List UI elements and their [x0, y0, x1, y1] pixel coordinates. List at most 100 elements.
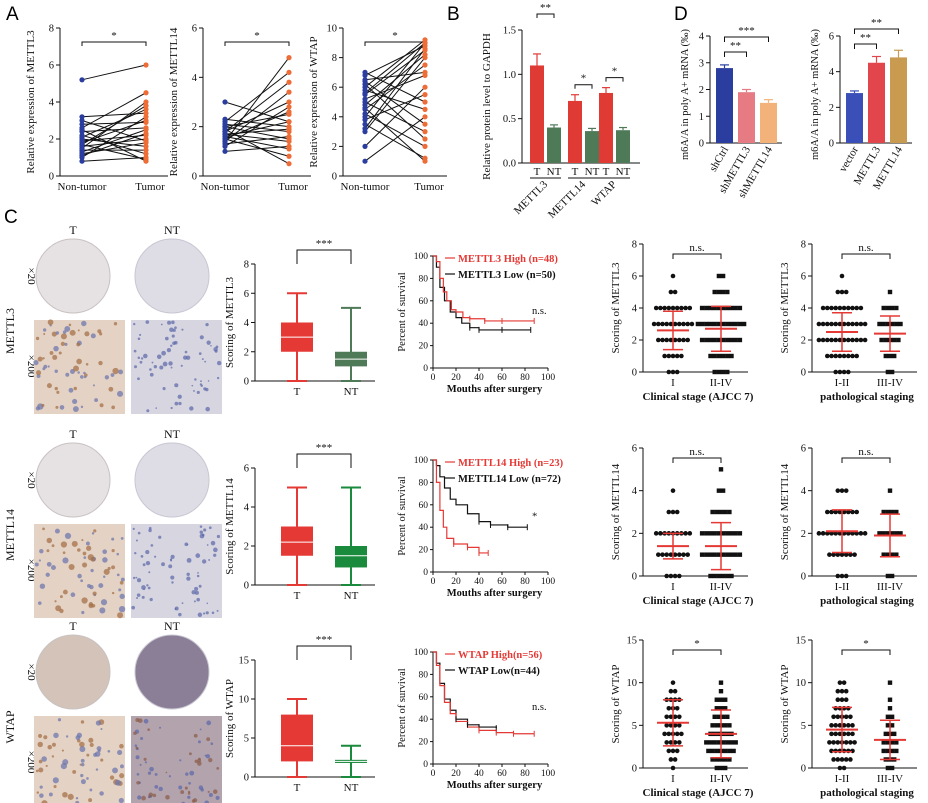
scatter-point: [683, 305, 688, 311]
stain-cell: [170, 559, 173, 562]
stain-cell: [206, 544, 209, 546]
stain-cell: [144, 761, 147, 764]
scatter-point: [712, 321, 717, 327]
scatter-point: [846, 723, 851, 728]
stain-cell: [56, 390, 60, 394]
stain-cell: [203, 528, 207, 532]
scatter-point: [660, 552, 665, 557]
stain-cell: [89, 584, 94, 590]
y-tick-label: 4: [244, 318, 250, 329]
stain-cell: [158, 786, 163, 792]
stain-cell: [207, 790, 210, 793]
scatter-point: [854, 353, 859, 359]
scatter-point: [733, 552, 738, 557]
stain-cell: [208, 792, 213, 797]
stain-cell: [197, 612, 203, 618]
scatter-point: [725, 353, 730, 359]
scatter-point: [835, 573, 841, 579]
km-x-tick-label: 100: [541, 769, 556, 779]
km-y-axis-label: Percent of survival: [397, 272, 408, 351]
y-tick-label: 4: [632, 304, 638, 315]
scatter-point: [668, 573, 674, 579]
stain-cell: [116, 552, 120, 556]
scatter-point: [666, 305, 672, 311]
stain-cell: [54, 386, 58, 391]
stain-cell: [99, 403, 104, 408]
scatter-point: [664, 573, 669, 579]
scatter-point: [653, 531, 659, 536]
scatter-point: [664, 337, 669, 343]
paired-line: [224, 101, 290, 123]
stain-cell: [154, 555, 157, 558]
scatter-point: [835, 757, 841, 762]
y-axis-label: Scoring of METTL3: [224, 276, 236, 368]
km-legend-low: WTAP Low(n=44): [458, 666, 540, 677]
y-tick-label: 15: [239, 656, 250, 667]
stain-cell: [81, 597, 88, 604]
x-category-label: Tumor: [414, 181, 444, 193]
scatter-point: [846, 337, 851, 343]
stain-cell: [43, 735, 48, 740]
km-x-tick-label: 40: [474, 577, 484, 587]
y-tick-label: 2: [632, 336, 637, 347]
km-x-tick-label: 60: [497, 373, 507, 383]
stain-cell: [37, 356, 43, 362]
scatter-point: [892, 337, 897, 343]
scatter-point: [699, 305, 705, 311]
y-tick-label: 0: [632, 764, 637, 775]
km-significance: n.s.: [532, 306, 547, 317]
y-tick-label: 4: [49, 98, 55, 109]
tumor-point: [422, 84, 428, 90]
stain-cell: [62, 589, 68, 595]
scatter-point: [829, 321, 834, 327]
scatter-point: [843, 573, 849, 579]
stain-cell: [148, 528, 152, 533]
km-curve-low: [433, 459, 528, 528]
scatter-point: [683, 531, 688, 536]
scatter-point: [862, 337, 868, 343]
scatter-point: [716, 353, 722, 359]
y-tick-label: 0: [244, 773, 249, 784]
scatter-point: [668, 740, 674, 745]
scatter-point: [704, 531, 709, 536]
significance-bracket: [574, 84, 593, 89]
scatter-point: [737, 321, 743, 327]
stain-cell: [137, 377, 140, 381]
scatter-point: [841, 353, 847, 359]
stain-cell: [170, 575, 175, 580]
y-axis-label: m6A/A in poly A+ mRNA (‰): [680, 28, 691, 160]
scatter-point: [841, 337, 847, 343]
scatter-point: [725, 337, 730, 343]
stain-cell: [149, 766, 154, 772]
km-x-tick-label: 0: [431, 373, 436, 383]
y-tick-label: 1: [699, 112, 704, 123]
km-y-tick-label: 20: [419, 342, 429, 352]
stain-cell: [112, 767, 118, 774]
scatter-point: [894, 509, 899, 515]
stain-cell: [119, 593, 125, 600]
tumor-core-image: [35, 634, 111, 710]
box-NT: [335, 546, 367, 568]
scatter-point: [846, 705, 851, 711]
scatter-point: [672, 289, 678, 295]
scatter-point: [714, 723, 719, 728]
stain-cell: [51, 331, 57, 337]
bar-non-tumor: [585, 131, 599, 163]
scatter-point: [677, 552, 682, 557]
stain-cell: [92, 591, 97, 596]
scatter-point: [835, 289, 841, 295]
bar-label-nt: NT: [616, 166, 631, 178]
tumor-point: [422, 158, 428, 164]
stain-cell: [81, 610, 85, 615]
km-y-tick-label: 80: [419, 670, 429, 680]
scatter-point: [718, 765, 724, 771]
stain-cell: [85, 362, 89, 366]
scatter-point: [716, 552, 722, 557]
stain-cell: [72, 769, 77, 774]
y-tick-label: 15: [627, 636, 638, 647]
stain-cell: [55, 605, 62, 612]
stain-cell: [103, 568, 110, 575]
scatter-point: [664, 321, 669, 327]
scatter-point: [666, 748, 672, 754]
scatter-point: [825, 305, 830, 311]
